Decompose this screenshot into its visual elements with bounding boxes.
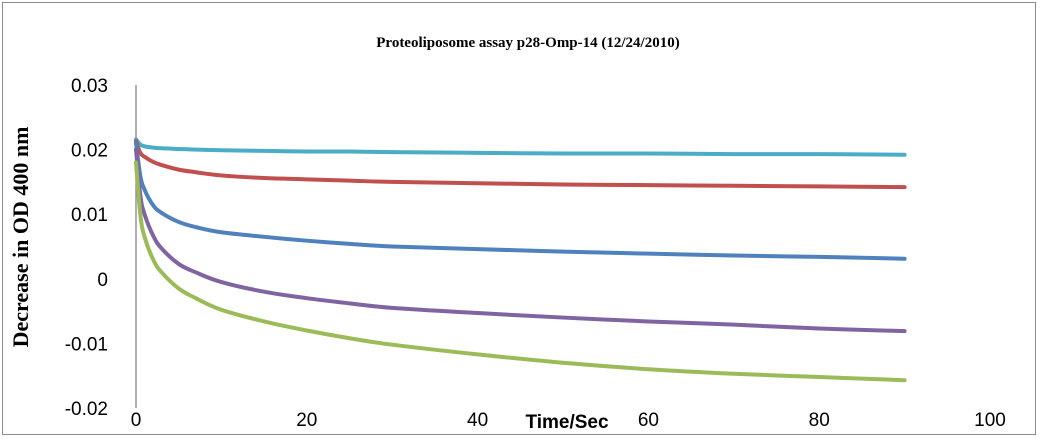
x-axis-label: Time/Sec <box>525 412 609 433</box>
y-tick-label: 0 <box>97 270 108 291</box>
x-tick-label: 40 <box>467 410 488 431</box>
series-line-3 <box>134 141 907 261</box>
x-tick-label: 80 <box>809 410 830 431</box>
chart-title: Proteoliposome assay p28-Omp-14 (12/24/2… <box>376 35 679 51</box>
x-axis-ticks: 0 20 40 60 80 100 <box>131 410 1006 431</box>
x-tick-label: 100 <box>974 410 1006 431</box>
y-tick-label: 0.02 <box>71 141 108 162</box>
series-line-4 <box>134 147 907 334</box>
x-tick-label: 0 <box>131 410 142 431</box>
x-tick-label: 20 <box>296 410 317 431</box>
series-group <box>134 137 907 383</box>
y-tick-label: -0.02 <box>65 399 108 420</box>
y-axis-ticks: -0.02 -0.01 0 0.01 0.02 0.03 <box>65 76 108 420</box>
y-axis-label: Decrease in OD 400 nm <box>8 127 33 348</box>
series-line-5 <box>134 160 907 383</box>
x-tick-label: 60 <box>638 410 659 431</box>
y-tick-label: 0.01 <box>71 205 108 226</box>
series-line-2 <box>134 139 907 190</box>
series-line-1 <box>134 137 907 157</box>
y-tick-label: 0.03 <box>71 76 108 97</box>
y-tick-label: -0.01 <box>65 334 108 355</box>
